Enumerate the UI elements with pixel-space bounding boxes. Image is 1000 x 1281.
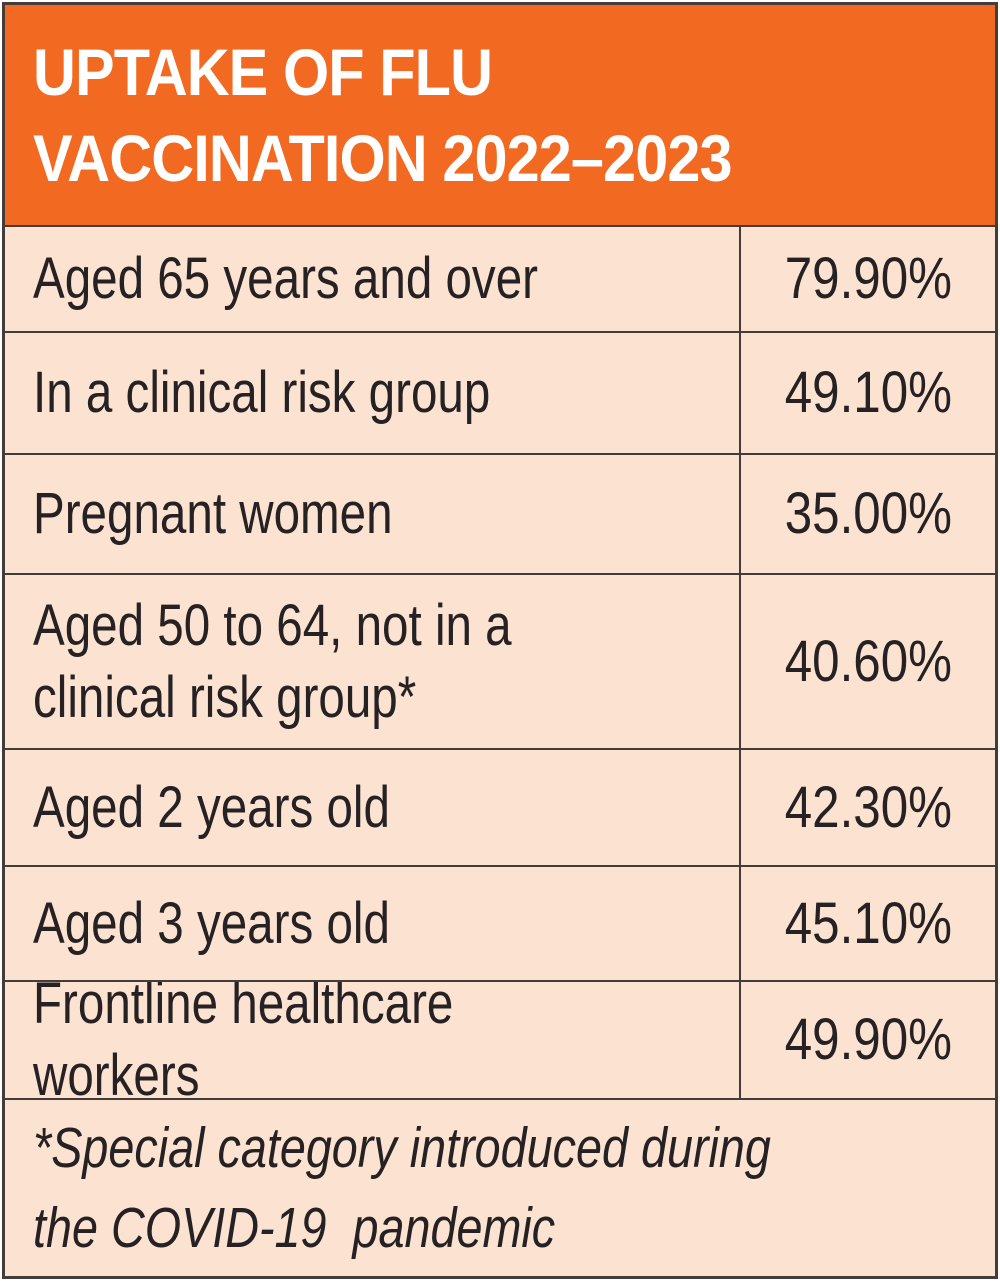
category-label: Aged 3 years old	[33, 890, 390, 956]
table-row: Aged 65 years and over 79.90%	[5, 225, 995, 331]
value-cell: 45.10%	[741, 867, 995, 980]
uptake-value: 49.90%	[784, 1007, 952, 1072]
category-label: Frontline healthcare workers	[33, 982, 454, 1098]
table-title-line1: UPTAKE OF FLU	[33, 35, 493, 109]
table-row: In a clinical risk group 49.10%	[5, 331, 995, 453]
uptake-value: 49.10%	[784, 360, 952, 425]
value-cell: 42.30%	[741, 750, 995, 865]
value-cell: 49.90%	[741, 982, 995, 1098]
value-cell: 35.00%	[741, 455, 995, 573]
category-cell: In a clinical risk group	[5, 333, 741, 453]
category-cell: Aged 65 years and over	[5, 227, 741, 331]
table-row: Frontline healthcare workers 49.90%	[5, 980, 995, 1098]
uptake-value: 40.60%	[784, 628, 952, 694]
category-cell: Aged 3 years old	[5, 867, 741, 980]
table-row: Aged 3 years old 45.10%	[5, 865, 995, 980]
category-label: Aged 65 years and over	[33, 246, 539, 311]
category-cell: Frontline healthcare workers	[5, 982, 741, 1098]
uptake-value: 35.00%	[784, 481, 952, 546]
category-cell: Aged 2 years old	[5, 750, 741, 865]
table-row: Pregnant women 35.00%	[5, 453, 995, 573]
category-label: Pregnant women	[33, 481, 393, 546]
footnote-row: *Special category introduced during the …	[5, 1098, 995, 1276]
category-label: Aged 50 to 64, not in a clinical risk gr…	[33, 592, 512, 730]
value-cell: 49.10%	[741, 333, 995, 453]
uptake-value: 42.30%	[784, 774, 952, 840]
uptake-value: 45.10%	[784, 890, 952, 956]
category-cell: Aged 50 to 64, not in a clinical risk gr…	[5, 575, 741, 748]
category-cell: Pregnant women	[5, 455, 741, 573]
table-title-banner: UPTAKE OF FLU VACCINATION 2022–2023	[5, 5, 995, 225]
value-cell: 40.60%	[741, 575, 995, 748]
uptake-value: 79.90%	[784, 246, 952, 311]
table-row: Aged 50 to 64, not in a clinical risk gr…	[5, 573, 995, 748]
category-label: In a clinical risk group	[33, 360, 491, 425]
table-title-line2: VACCINATION 2022–2023	[33, 121, 733, 195]
category-label: Aged 2 years old	[33, 774, 390, 840]
footnote-text: *Special category introduced during the …	[33, 1116, 784, 1260]
value-cell: 79.90%	[741, 227, 995, 331]
table-row: Aged 2 years old 42.30%	[5, 748, 995, 865]
